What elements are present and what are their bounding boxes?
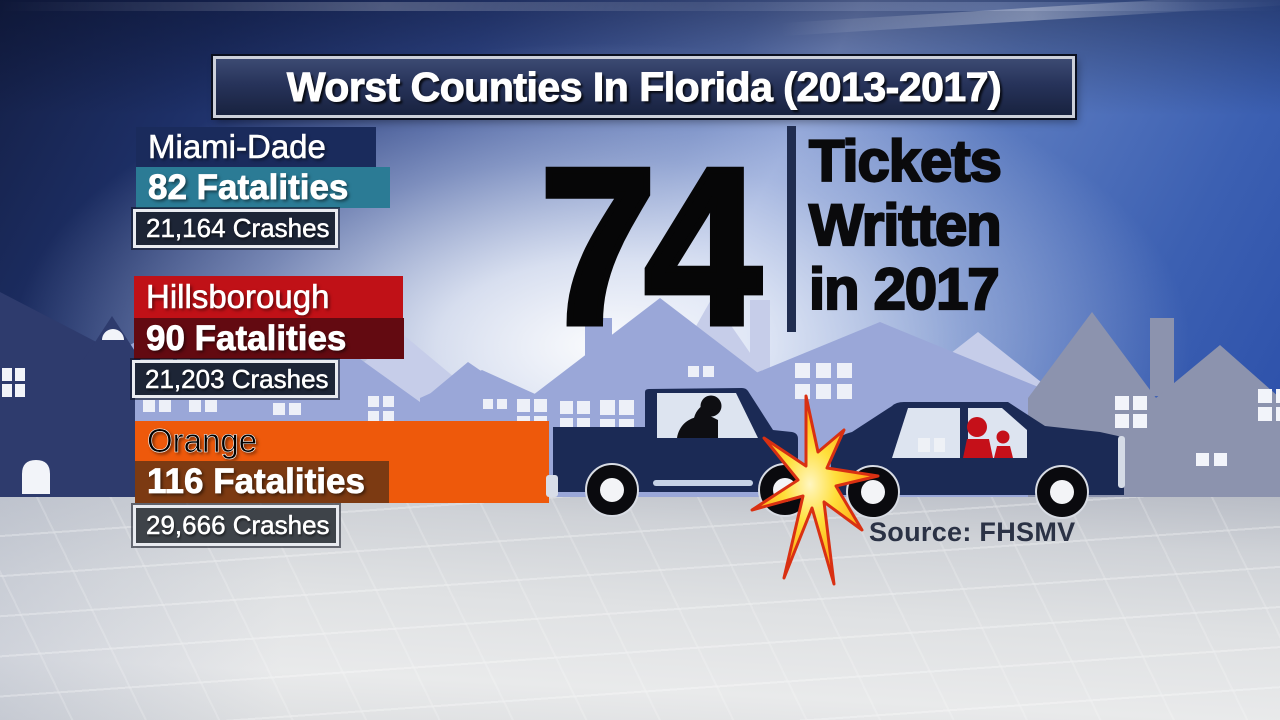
- county-fatalities-orange: 116 Fatalities: [135, 461, 389, 503]
- tickets-count: 74: [537, 123, 764, 371]
- window-reflection: [934, 438, 945, 452]
- sedan-rear-hub: [1050, 480, 1074, 504]
- county-crashes-hillsborough: 21,203 Crashes: [132, 360, 338, 398]
- passenger-icons: [963, 417, 1013, 458]
- county-name-hillsborough: Hillsborough: [134, 276, 403, 318]
- crash-scene: [546, 388, 1125, 586]
- county-bar-orange: Orange 116 Fatalities: [135, 421, 549, 503]
- county-fatalities-hillsborough: 90 Fatalities: [134, 318, 404, 359]
- source-credit: Source: FHSMV: [869, 517, 1076, 547]
- left-house-details: [2, 329, 124, 494]
- sedan-icon: [830, 402, 1125, 519]
- truck-side-stripe: [653, 480, 753, 486]
- tickets-label-line2: Written: [808, 192, 1003, 258]
- truck-rear-hub: [600, 478, 624, 502]
- sedan-rear-bumper: [1118, 436, 1125, 488]
- county-fatalities-miami-dade: 82 Fatalities: [136, 167, 390, 208]
- stat-divider: [787, 126, 796, 332]
- window-reflection: [918, 438, 930, 452]
- light-streak-top: [0, 2, 1280, 11]
- collision-burst-icon: [750, 394, 880, 586]
- page-title: Worst Counties In Florida (2013-2017): [286, 63, 1002, 110]
- sedan-front-hub: [861, 480, 885, 504]
- tickets-label: Tickets Written in 2017: [808, 128, 1003, 322]
- truck-rear-bumper: [546, 475, 558, 497]
- title-banner: Worst Counties In Florida (2013-2017): [213, 56, 1075, 118]
- distracted-driver-icon: [677, 395, 722, 438]
- right-house-windows: [1115, 389, 1280, 466]
- tickets-label-line3: in 2017: [808, 256, 1001, 322]
- county-name-orange: Orange: [147, 422, 258, 460]
- county-crashes-orange: 29,666 Crashes: [133, 505, 339, 546]
- county-crashes-miami-dade: 21,164 Crashes: [133, 209, 338, 248]
- tickets-label-line1: Tickets: [808, 128, 1003, 194]
- county-name-miami-dade: Miami-Dade: [136, 127, 376, 167]
